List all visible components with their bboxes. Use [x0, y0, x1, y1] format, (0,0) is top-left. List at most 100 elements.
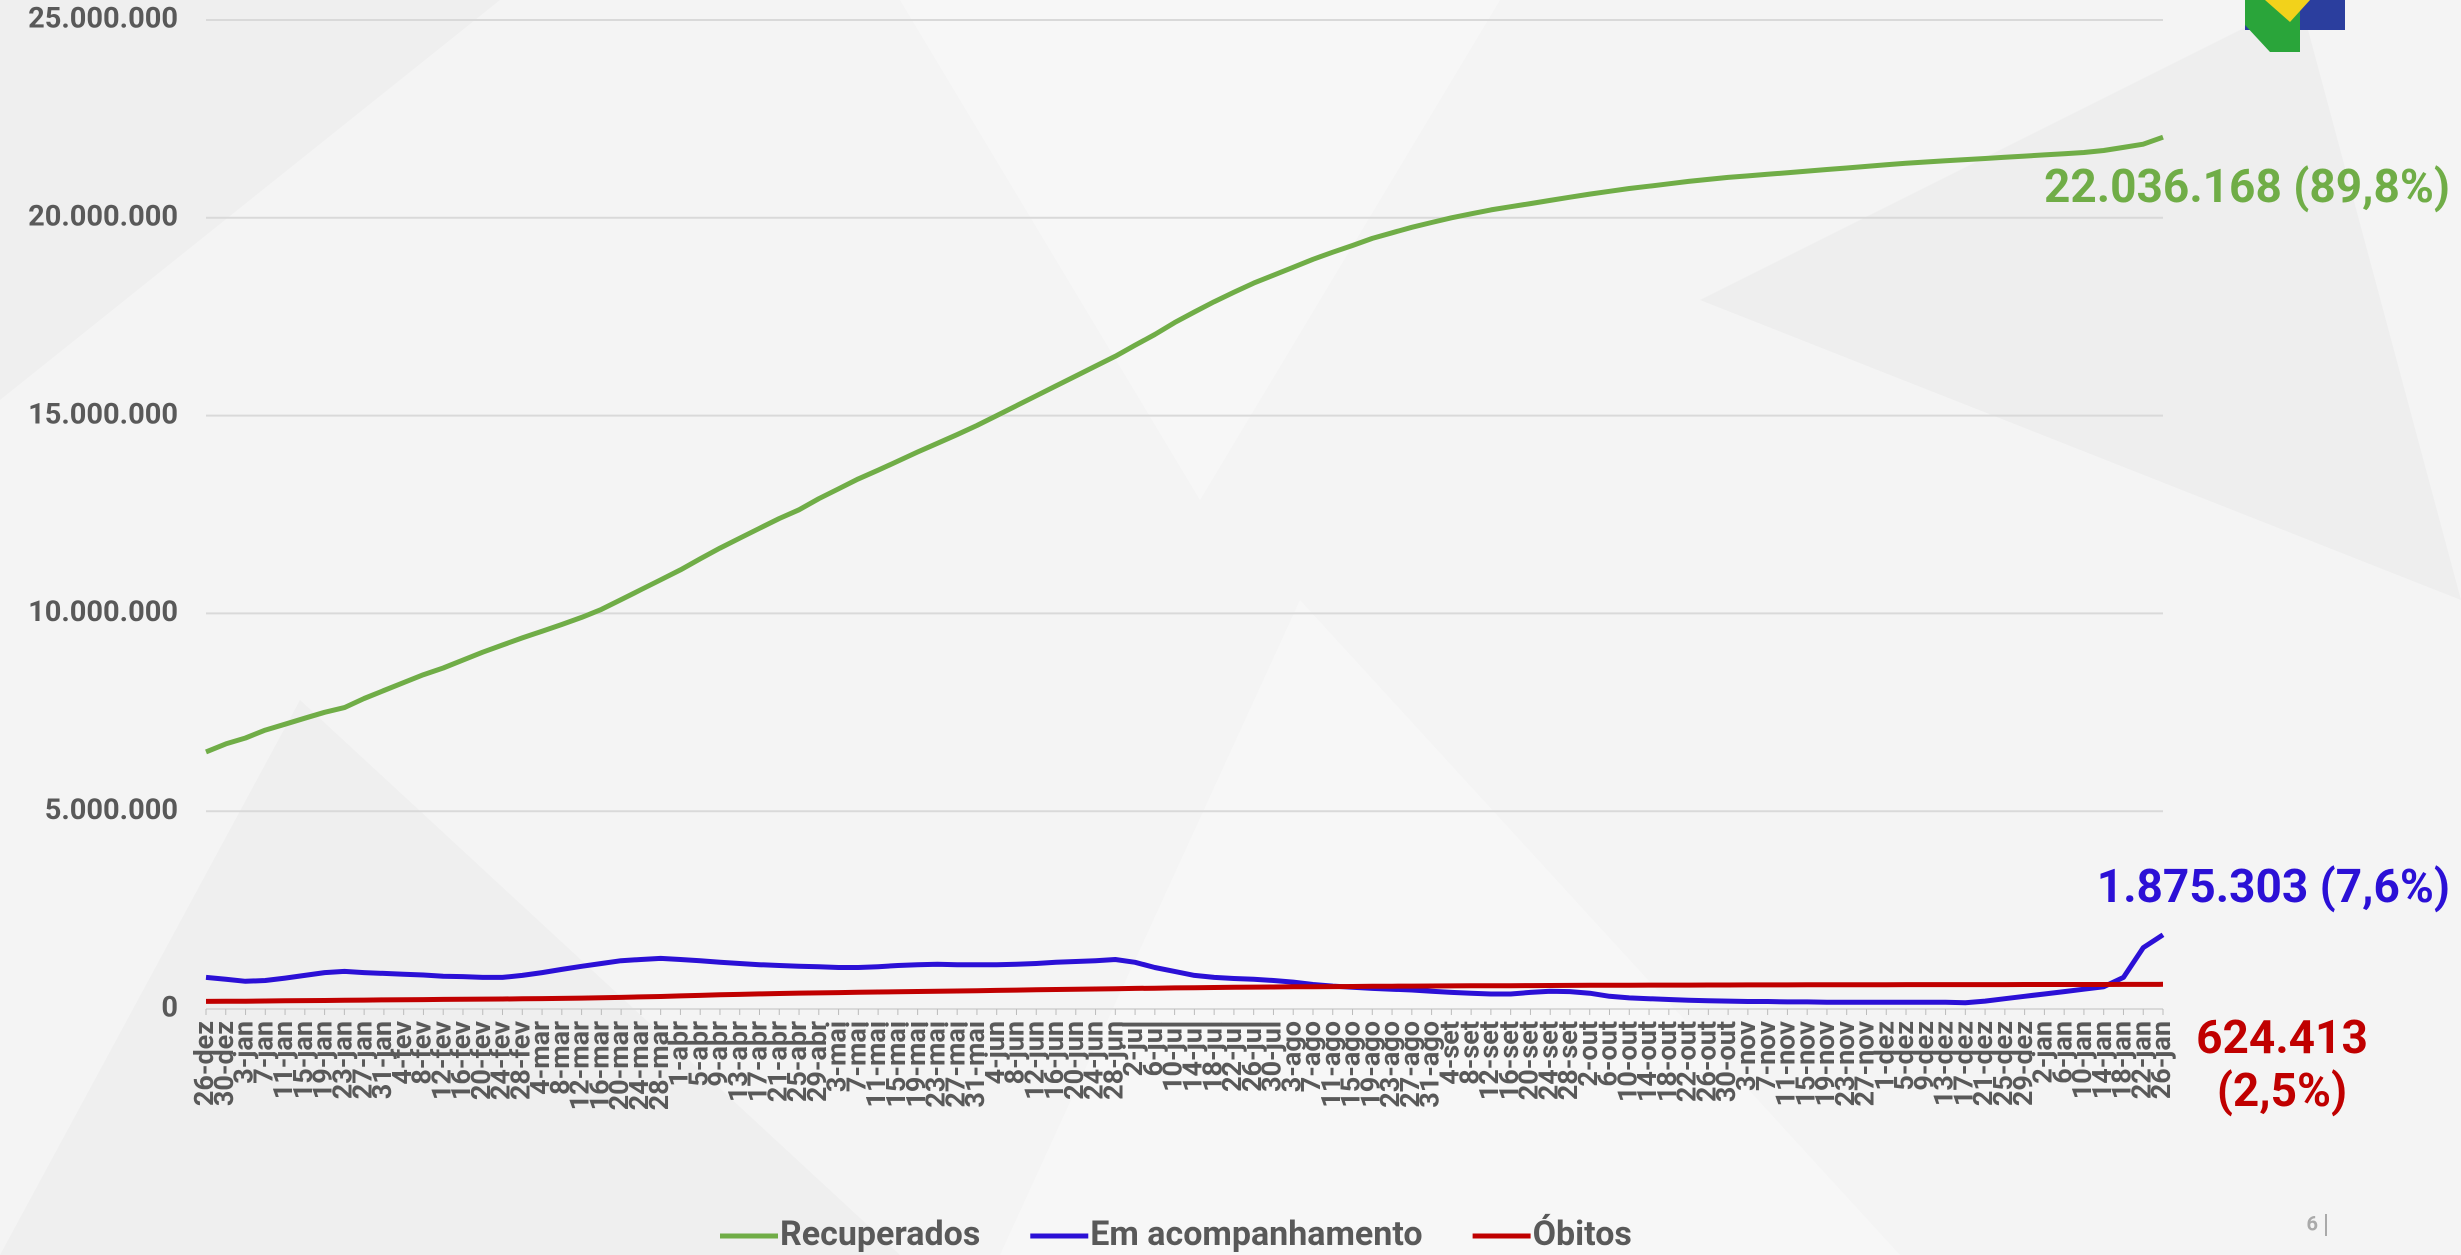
x-tick-label: 28-mar [643, 1021, 675, 1110]
x-tick-label: 15-ago [1335, 1021, 1367, 1108]
x-tick-label: 21-dez [1967, 1021, 1999, 1106]
x-tick-label: 11-ago [1315, 1021, 1347, 1108]
x-tick-label: 19-nov [1809, 1021, 1841, 1107]
x-tick-label: 30-out [1710, 1021, 1742, 1102]
y-tick-label: 5.000.000 [45, 793, 178, 827]
x-tick-label: 20-set [1513, 1021, 1545, 1100]
x-tick-label: 4-set [1433, 1021, 1465, 1085]
x-tick-label: 26-out [1690, 1021, 1722, 1102]
y-tick-label: 25.000.000 [28, 2, 178, 36]
x-tick-label: 4-fev [386, 1021, 418, 1085]
x-tick-label: 26-dez [188, 1021, 220, 1106]
x-tick-label: 4-mar [524, 1021, 556, 1095]
x-tick-label: 15-mai [880, 1021, 912, 1108]
x-tick-label: 16-set [1493, 1021, 1525, 1100]
x-tick-label: 13-abr [722, 1021, 754, 1102]
x-tick-label: 26-jan [2145, 1021, 2177, 1099]
x-tick-label: 24-fev [485, 1021, 517, 1100]
x-tick-label: 21-abr [761, 1021, 793, 1102]
value-label: 1.875.303 (7,6%) [2097, 860, 2450, 914]
x-tick-label: 18-out [1651, 1021, 1683, 1102]
x-tick-label: 25-abr [781, 1021, 813, 1102]
x-tick-label: 17-dez [1947, 1021, 1979, 1106]
x-tick-label: 20-mar [603, 1021, 635, 1110]
x-tick-label: 29-abr [801, 1021, 833, 1102]
x-tick-label: 31-jan [366, 1021, 398, 1099]
series-line [205, 981, 2164, 1004]
y-tick-label: 20.000.000 [28, 199, 178, 233]
bg-shape [900, 0, 1500, 500]
x-tick-label: 5-abr [682, 1021, 714, 1087]
x-tick-label: 3-ago [1275, 1021, 1307, 1092]
bg-shape [1700, 0, 2461, 600]
page-number: 6 [2307, 1211, 2318, 1235]
x-tick-label: 18-jul [1196, 1021, 1228, 1092]
x-tick-label: 24-jun [1078, 1021, 1110, 1100]
x-tick-label: 6-jul [1137, 1021, 1169, 1076]
legend-label: Óbitos [1533, 1214, 1632, 1254]
x-tick-label: 28-fev [504, 1021, 536, 1100]
x-tick-label: 1-abr [663, 1021, 695, 1087]
x-tick-label: 11-mai [860, 1021, 892, 1108]
x-tick-label: 24-set [1532, 1021, 1564, 1100]
x-tick-label: 23-ago [1374, 1021, 1406, 1108]
x-tick-label: 10-jan [2066, 1021, 2098, 1099]
x-tick-label: 23-mai [920, 1021, 952, 1108]
x-tick-label: 12-fev [425, 1021, 457, 1100]
x-tick-label: 3-mai [821, 1021, 853, 1092]
x-tick-label: 12-jun [1018, 1021, 1050, 1100]
x-tick-label: 8-mar [544, 1021, 576, 1095]
x-tick-label: 29-dez [2007, 1021, 2039, 1106]
x-tick-label: 14-jul [1177, 1021, 1209, 1092]
x-tick-label: 1-dez [1868, 1021, 1900, 1091]
x-tick-label: 15-nov [1789, 1021, 1821, 1107]
y-tick-label: 15.000.000 [28, 397, 178, 431]
x-tick-label: 22-out [1671, 1021, 1703, 1102]
x-tick-label: 20-jun [1058, 1021, 1090, 1100]
x-tick-label: 19-mai [900, 1021, 932, 1108]
series-line [205, 932, 2165, 1006]
x-tick-label: 8-set [1453, 1021, 1485, 1085]
x-tick-label: 24-mar [623, 1021, 655, 1110]
x-tick-label: 20-fev [465, 1021, 497, 1100]
x-tick-label: 5-dez [1888, 1021, 1920, 1091]
x-tick-label: 12-mar [564, 1021, 596, 1110]
x-tick-label: 12-set [1473, 1021, 1505, 1100]
x-tick-label: 8-jun [999, 1021, 1031, 1084]
x-tick-label: 11-nov [1770, 1021, 1802, 1107]
plot: 0 5.000.000 10.000.000 15.000.000 20.000.000… [28, 2, 2450, 1254]
value-label: 22.036.168 (89,8%) [2044, 160, 2450, 214]
x-tick-label: 27-nov [1849, 1021, 1881, 1107]
x-tick-label: 27-jan [346, 1021, 378, 1099]
x-tick-label: 23-nov [1829, 1021, 1861, 1107]
x-tick-label: 2-jan [2027, 1021, 2059, 1084]
x-tick-label: 2-jul [1117, 1021, 1149, 1076]
x-tick-label: 26-jul [1236, 1021, 1268, 1092]
legend-label: Recuperados [780, 1214, 980, 1254]
bg-shape [1000, 600, 1900, 1255]
x-tick-label: 28-set [1552, 1021, 1584, 1100]
y-tick-label: 0 [161, 991, 178, 1025]
x-tick-label: 3-jan [228, 1021, 260, 1084]
x-tick-label: 15-jan [287, 1021, 319, 1099]
x-tick-label: 9-dez [1908, 1021, 1940, 1091]
x-tick-label: 22-jul [1216, 1021, 1248, 1092]
x-tick-label: 6-jan [2046, 1021, 2078, 1084]
x-tick-label: 3-nov [1730, 1021, 1762, 1091]
x-tick-label: 14-out [1631, 1021, 1663, 1102]
x-tick-label: 19-ago [1354, 1021, 1386, 1108]
series-line [205, 134, 2164, 755]
x-tick-label: 7-mai [840, 1021, 872, 1092]
x-tick-label: 23-jan [326, 1021, 358, 1099]
x-tick-label: 14-jan [2086, 1021, 2118, 1099]
x-tick-label: 31-mai [959, 1021, 991, 1108]
x-tick-label: 30-dez [208, 1021, 240, 1106]
x-tick-label: 16-mar [583, 1021, 615, 1110]
x-tick-label: 13-dez [1928, 1021, 1960, 1106]
x-tick-label: 11-jan [267, 1021, 299, 1099]
x-tick-label: 7-ago [1295, 1021, 1327, 1092]
x-tick-label: 2-out [1572, 1021, 1604, 1087]
x-tick-label: 22-jan [2125, 1021, 2157, 1099]
y-tick-label: 10.000.000 [28, 595, 178, 629]
